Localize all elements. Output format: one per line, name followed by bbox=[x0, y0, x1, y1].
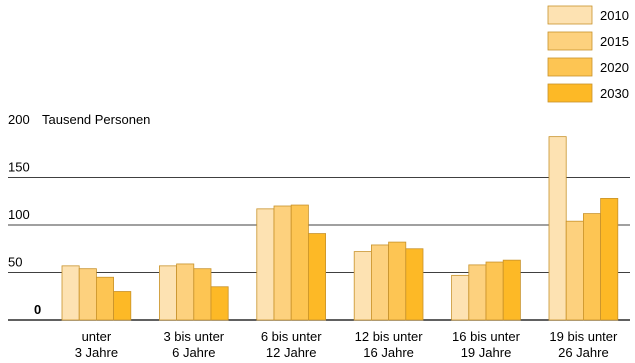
bar-1-2020 bbox=[96, 276, 115, 321]
category-label-2: 3 bis unter 6 Jahre bbox=[163, 329, 224, 360]
y-axis-unit-label: Tausend Personen bbox=[42, 112, 150, 127]
bar-4-2015 bbox=[370, 244, 389, 321]
legend-label-2015: 2015 bbox=[600, 34, 629, 49]
bar-4-2020 bbox=[388, 241, 407, 321]
bar-3-2015 bbox=[273, 205, 292, 321]
bar-5-2010 bbox=[451, 274, 470, 321]
y-axis-tick-labels: 0 50 100 150 200 bbox=[8, 112, 41, 317]
legend-swatch-2020 bbox=[547, 57, 593, 77]
bar-1-2015 bbox=[78, 268, 97, 321]
y-tick-label-150: 150 bbox=[8, 160, 30, 175]
category-label-5: 16 bis unter 19 Jahre bbox=[452, 329, 521, 360]
y-tick-label-50: 50 bbox=[8, 255, 22, 270]
category-label-1: unter 3 Jahre bbox=[75, 329, 118, 360]
bar-3-2030 bbox=[307, 233, 326, 321]
legend-label-2030: 2030 bbox=[600, 86, 629, 101]
legend-label-2010: 2010 bbox=[600, 8, 629, 23]
legend-swatch-2015 bbox=[547, 31, 593, 51]
bar-6-2010 bbox=[548, 136, 567, 321]
bar-1-2010 bbox=[61, 265, 80, 321]
legend: 2010 2015 2020 2030 bbox=[547, 5, 629, 103]
bar-5-2020 bbox=[485, 261, 504, 321]
bar-5-2030 bbox=[502, 259, 521, 321]
bar-4-2010 bbox=[353, 251, 372, 321]
bar-3-2010 bbox=[256, 208, 275, 321]
x-axis-category-labels: unter 3 Jahre 3 bis unter 6 Jahre 6 bis unte… bbox=[75, 329, 618, 360]
bar-1-2030 bbox=[113, 291, 132, 321]
bar-4-2030 bbox=[405, 248, 424, 321]
category-label-3: 6 bis unter 12 Jahre bbox=[261, 329, 322, 360]
category-label-6: 19 bis unter 26 Jahre bbox=[549, 329, 618, 360]
bar-2-2030 bbox=[210, 286, 229, 321]
bar-6-2015 bbox=[565, 220, 584, 321]
bar-3-2020 bbox=[290, 204, 309, 321]
y-tick-label-0: 0 bbox=[34, 302, 41, 317]
y-tick-label-200: 200 bbox=[8, 112, 30, 127]
bar-2-2015 bbox=[176, 263, 195, 321]
category-label-4: 12 bis unter 16 Jahre bbox=[355, 329, 424, 360]
bar-6-2020 bbox=[583, 213, 602, 321]
bars bbox=[61, 136, 619, 321]
bar-2-2010 bbox=[158, 265, 177, 321]
bar-5-2015 bbox=[468, 264, 487, 321]
legend-label-2020: 2020 bbox=[600, 60, 629, 75]
bar-6-2030 bbox=[600, 197, 619, 321]
y-tick-label-100: 100 bbox=[8, 207, 30, 222]
legend-swatch-2010 bbox=[547, 5, 593, 25]
legend-swatch-2030 bbox=[547, 83, 593, 103]
bar-2-2020 bbox=[193, 268, 212, 321]
